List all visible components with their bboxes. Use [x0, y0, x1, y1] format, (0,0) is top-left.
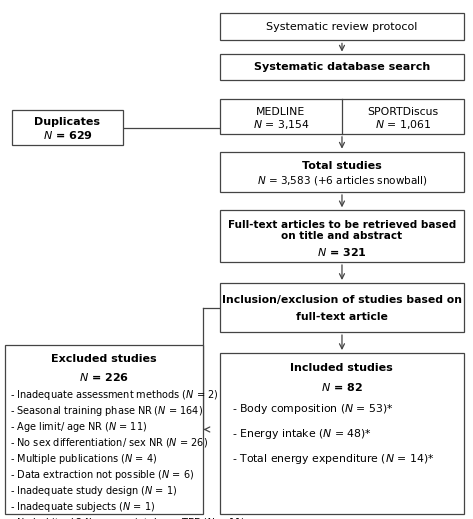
Text: Systematic review protocol: Systematic review protocol: [266, 22, 418, 32]
FancyBboxPatch shape: [220, 210, 464, 262]
Text: Duplicates: Duplicates: [35, 117, 100, 127]
Text: full-text article: full-text article: [296, 312, 388, 322]
Text: - Multiple publications ($\it{N}$ = 4): - Multiple publications ($\it{N}$ = 4): [10, 452, 158, 466]
Text: - Total energy expenditure ($\it{N}$ = 14)*: - Total energy expenditure ($\it{N}$ = 1…: [232, 452, 434, 466]
Text: Included studies: Included studies: [290, 363, 393, 373]
FancyBboxPatch shape: [220, 99, 464, 134]
Text: Excluded studies: Excluded studies: [51, 354, 157, 364]
FancyBboxPatch shape: [220, 283, 464, 332]
Text: SPORTDiscus: SPORTDiscus: [367, 107, 438, 117]
Text: - Inadequate study design ($\it{N}$ = 1): - Inadequate study design ($\it{N}$ = 1): [10, 484, 178, 498]
Text: $\it{N}$ = 1,061: $\it{N}$ = 1,061: [375, 117, 431, 130]
Text: Systematic database search: Systematic database search: [254, 62, 430, 73]
Text: on title and abstract: on title and abstract: [281, 231, 403, 241]
Text: - Inadequate assessment methods ($\it{N}$ = 2): - Inadequate assessment methods ($\it{N}…: [10, 388, 219, 402]
FancyBboxPatch shape: [220, 353, 464, 514]
FancyBboxPatch shape: [220, 152, 464, 192]
FancyBboxPatch shape: [12, 110, 123, 145]
Text: - Inadequate subjects ($\it{N}$ = 1): - Inadequate subjects ($\it{N}$ = 1): [10, 500, 156, 514]
FancyBboxPatch shape: [220, 54, 464, 80]
Text: MEDLINE: MEDLINE: [256, 107, 306, 117]
Text: $\it{N}$ = 321: $\it{N}$ = 321: [317, 245, 367, 258]
Text: - Seasonal training phase NR ($\it{N}$ = 164): - Seasonal training phase NR ($\it{N}$ =…: [10, 404, 203, 418]
Text: - No sex differentiation/ sex NR ($\it{N}$ = 26): - No sex differentiation/ sex NR ($\it{N…: [10, 436, 209, 449]
Text: $\it{N}$ = 226: $\it{N}$ = 226: [79, 371, 129, 383]
Text: - Age limit/ age NR ($\it{N}$ = 11): - Age limit/ age NR ($\it{N}$ = 11): [10, 420, 148, 434]
Text: - Body composition ($\it{N}$ = 53)*: - Body composition ($\it{N}$ = 53)*: [232, 402, 394, 416]
FancyBboxPatch shape: [220, 13, 464, 40]
Text: Inclusion/exclusion of studies based on: Inclusion/exclusion of studies based on: [222, 295, 462, 305]
Text: $\it{N}$ = 3,154: $\it{N}$ = 3,154: [253, 117, 309, 130]
Text: $\it{N}$ = 629: $\it{N}$ = 629: [43, 129, 92, 142]
Text: $\it{N}$ = 82: $\it{N}$ = 82: [321, 381, 363, 393]
Text: Total studies: Total studies: [302, 161, 382, 171]
Text: $\it{N}$ = 3,583 (+6 articles snowball): $\it{N}$ = 3,583 (+6 articles snowball): [257, 174, 427, 187]
Text: - No habitual 24h energy intake or TEE ($\it{N}$ = 11): - No habitual 24h energy intake or TEE (…: [10, 516, 246, 519]
Text: Full-text articles to be retrieved based: Full-text articles to be retrieved based: [228, 220, 456, 230]
Text: - Data extraction not possible ($\it{N}$ = 6): - Data extraction not possible ($\it{N}$…: [10, 468, 195, 482]
Text: - Energy intake ($\it{N}$ = 48)*: - Energy intake ($\it{N}$ = 48)*: [232, 427, 372, 441]
FancyBboxPatch shape: [5, 345, 203, 514]
